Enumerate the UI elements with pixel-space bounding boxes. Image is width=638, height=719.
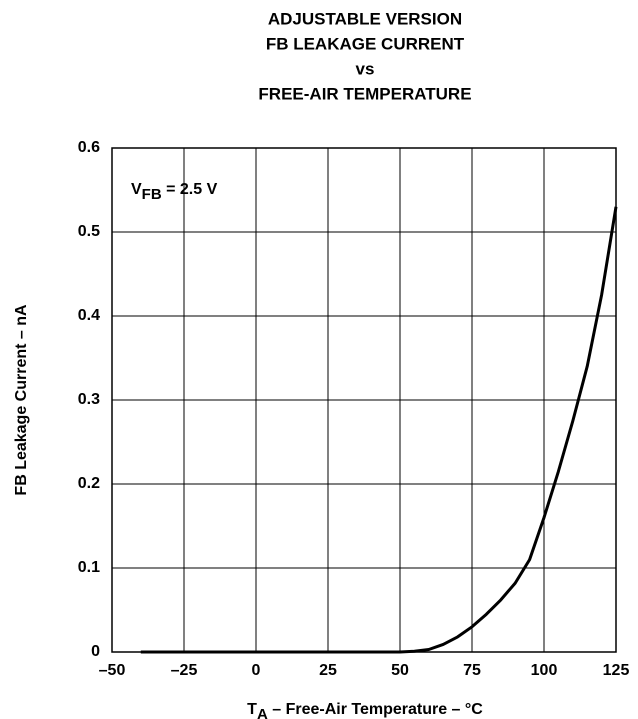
x-tick-label: 100 <box>531 662 558 679</box>
x-axis-label-main: T <box>247 701 257 718</box>
y-tick-label: 0.3 <box>78 391 100 408</box>
x-axis-label-sub: A <box>257 706 268 719</box>
annotation-rest: = 2.5 V <box>162 181 218 198</box>
chart-title: ADJUSTABLE VERSION <box>268 9 462 28</box>
x-tick-label: 75 <box>463 662 481 679</box>
chart-title: FB LEAKAGE CURRENT <box>266 34 465 53</box>
y-tick-label: 0.4 <box>78 307 100 324</box>
annotation: VFB = 2.5 V <box>131 181 218 203</box>
x-tick-label: –50 <box>99 662 126 679</box>
annotation-sub: FB <box>142 186 162 203</box>
y-tick-label: 0.2 <box>78 475 100 492</box>
x-axis-label-rest: – Free-Air Temperature – °C <box>268 701 484 718</box>
x-tick-label: 0 <box>252 662 261 679</box>
y-axis-label: FB Leakage Current – nA <box>13 304 30 496</box>
chart-title: FREE-AIR TEMPERATURE <box>258 84 471 103</box>
x-tick-label: 50 <box>391 662 409 679</box>
y-tick-label: 0.5 <box>78 223 100 240</box>
data-line <box>140 206 618 654</box>
x-tick-label: 125 <box>603 662 630 679</box>
y-tick-label: 0.1 <box>78 559 100 576</box>
x-axis-label: TA – Free-Air Temperature – °C <box>247 701 483 719</box>
y-tick-label: 0.6 <box>78 139 100 156</box>
chart-title: vs <box>356 59 375 78</box>
annotation-main: V <box>131 181 142 198</box>
x-tick-label: 25 <box>319 662 337 679</box>
y-tick-label: 0 <box>91 643 100 660</box>
x-tick-label: –25 <box>171 662 198 679</box>
